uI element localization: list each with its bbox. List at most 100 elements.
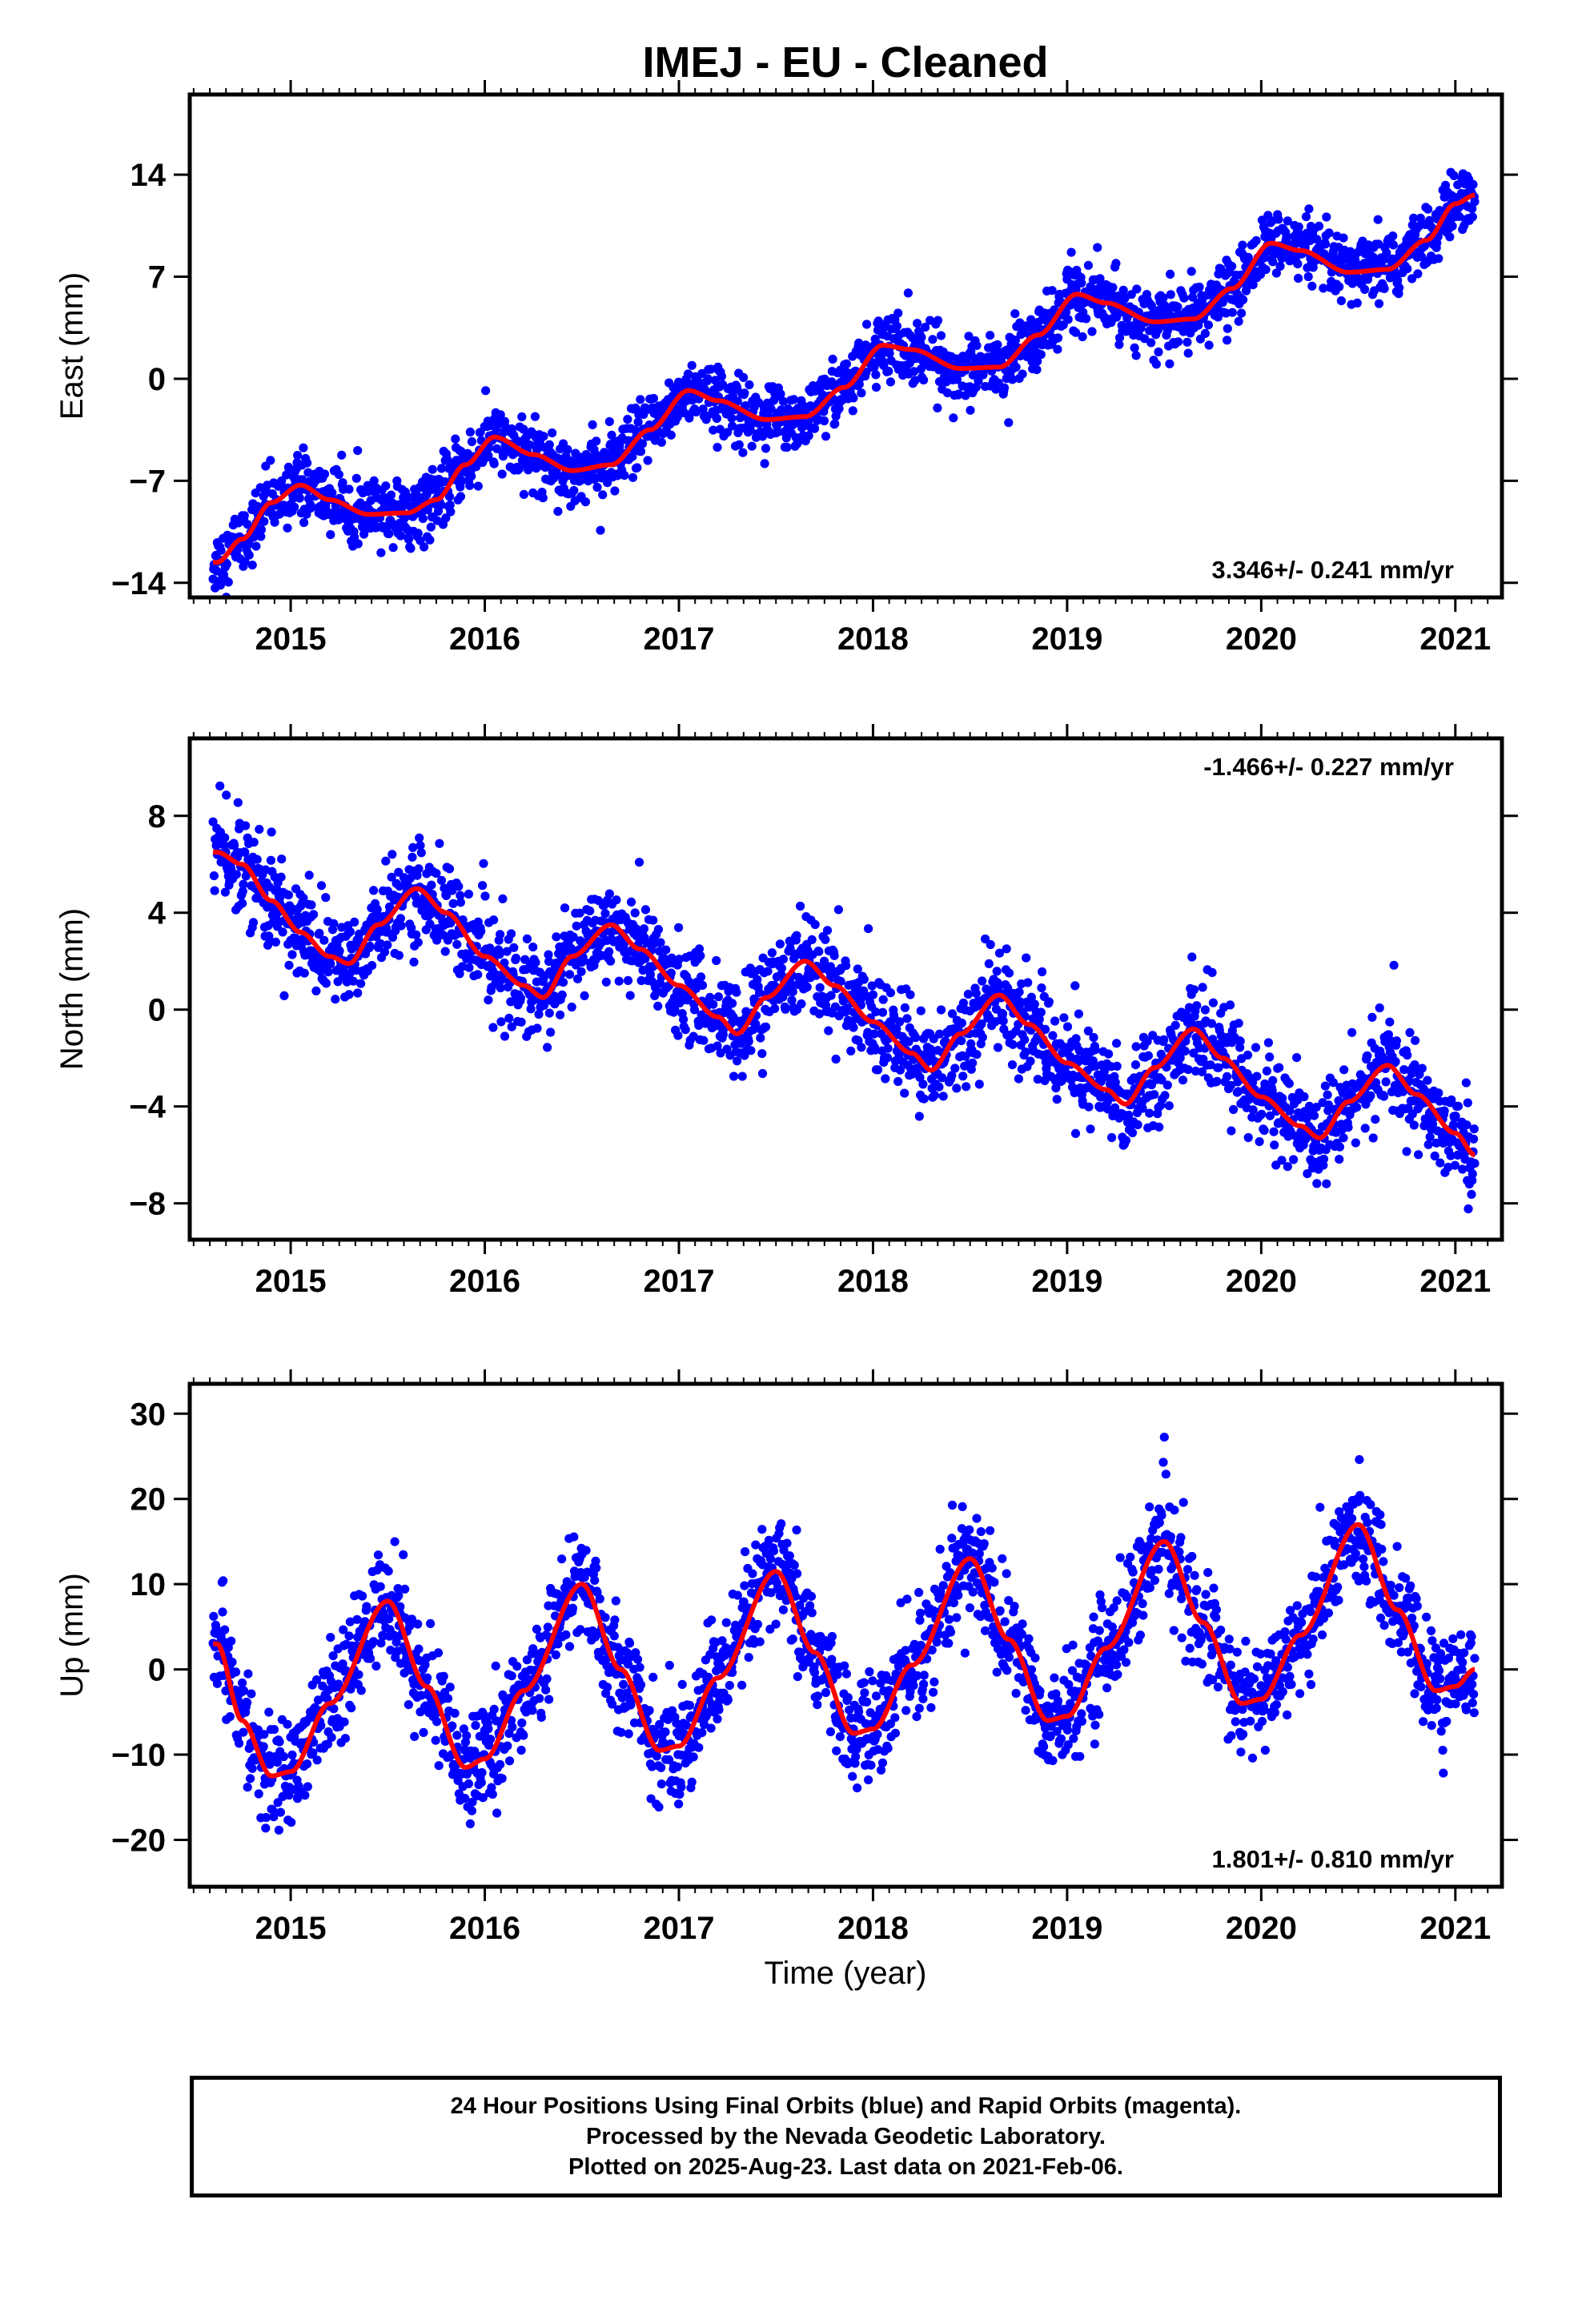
data-point bbox=[993, 340, 1002, 350]
data-point bbox=[476, 927, 486, 936]
data-point bbox=[648, 393, 659, 404]
data-point bbox=[345, 927, 355, 937]
data-point bbox=[246, 1774, 255, 1783]
data-point bbox=[862, 320, 872, 329]
data-point bbox=[643, 456, 652, 465]
data-point bbox=[1360, 1124, 1370, 1133]
data-point bbox=[623, 415, 632, 424]
data-point bbox=[331, 995, 340, 1004]
data-point bbox=[1200, 328, 1210, 338]
data-point bbox=[356, 979, 366, 988]
data-point bbox=[846, 1046, 856, 1055]
data-point bbox=[733, 396, 742, 406]
data-point bbox=[882, 1053, 893, 1063]
data-point bbox=[1439, 1106, 1449, 1116]
data-point bbox=[488, 1023, 498, 1032]
data-point bbox=[1131, 1042, 1141, 1051]
data-point bbox=[992, 967, 1002, 976]
data-point bbox=[1234, 1019, 1243, 1028]
data-point bbox=[796, 901, 805, 911]
data-point bbox=[809, 424, 820, 433]
data-point bbox=[1294, 222, 1303, 231]
data-point bbox=[299, 517, 309, 528]
data-point bbox=[792, 931, 801, 940]
data-point bbox=[754, 398, 764, 408]
data-point bbox=[283, 1719, 292, 1729]
data-point bbox=[408, 852, 417, 862]
data-point bbox=[968, 1058, 978, 1068]
data-point bbox=[1195, 282, 1204, 292]
data-point bbox=[580, 991, 589, 1000]
data-point bbox=[522, 934, 532, 943]
data-point bbox=[473, 481, 483, 491]
data-point bbox=[1259, 253, 1269, 263]
data-point bbox=[400, 487, 410, 497]
data-point bbox=[436, 875, 447, 885]
data-point bbox=[209, 871, 219, 881]
data-point bbox=[1352, 1103, 1362, 1112]
data-point bbox=[986, 939, 995, 950]
data-point bbox=[1393, 275, 1403, 285]
data-point bbox=[413, 529, 423, 538]
data-point bbox=[999, 383, 1010, 392]
data-point bbox=[821, 935, 830, 944]
data-point bbox=[444, 864, 455, 874]
data-point bbox=[829, 951, 839, 960]
data-point bbox=[1453, 180, 1463, 190]
data-point bbox=[656, 938, 665, 947]
data-point bbox=[244, 550, 254, 560]
data-point bbox=[1160, 1091, 1170, 1100]
data-point bbox=[625, 991, 635, 1000]
data-point bbox=[435, 838, 444, 848]
data-point bbox=[1339, 233, 1348, 243]
data-point bbox=[709, 999, 718, 1009]
data-point bbox=[1403, 1050, 1412, 1060]
data-point bbox=[218, 1607, 227, 1617]
y-tick-label: 7 bbox=[148, 260, 166, 296]
data-point bbox=[815, 383, 825, 392]
data-point bbox=[531, 958, 540, 967]
data-point bbox=[1037, 983, 1046, 993]
data-point bbox=[216, 545, 226, 555]
data-point bbox=[1360, 284, 1370, 294]
data-point bbox=[699, 1035, 709, 1045]
data-point bbox=[1283, 216, 1292, 226]
data-point bbox=[1417, 1063, 1427, 1073]
data-point bbox=[604, 416, 614, 427]
data-point bbox=[509, 943, 519, 952]
data-point bbox=[287, 1750, 297, 1760]
x-tick-label: 2021 bbox=[1419, 621, 1491, 657]
data-point bbox=[1389, 960, 1399, 970]
data-point bbox=[733, 1056, 742, 1066]
data-point bbox=[220, 1625, 230, 1634]
data-point bbox=[1434, 1088, 1443, 1098]
data-point bbox=[674, 923, 684, 932]
data-point bbox=[612, 895, 621, 905]
data-point bbox=[326, 530, 335, 540]
data-point bbox=[878, 995, 888, 1004]
data-point bbox=[1174, 337, 1183, 347]
data-point bbox=[1461, 1078, 1471, 1088]
plot-frame bbox=[187, 736, 1504, 1242]
data-point bbox=[225, 1712, 235, 1722]
data-point bbox=[1066, 247, 1076, 257]
data-point bbox=[215, 781, 225, 791]
data-point bbox=[763, 967, 773, 976]
data-point bbox=[394, 951, 404, 960]
data-point bbox=[815, 983, 825, 992]
data-point bbox=[934, 1082, 944, 1092]
data-point bbox=[1154, 1122, 1164, 1132]
data-point bbox=[1192, 1001, 1202, 1011]
data-point bbox=[828, 354, 837, 364]
data-point bbox=[607, 430, 616, 440]
x-tick-label: 2016 bbox=[449, 621, 520, 657]
data-point bbox=[1381, 1077, 1391, 1087]
observation-points bbox=[208, 1433, 1480, 1835]
data-point bbox=[1335, 1142, 1344, 1152]
data-point bbox=[266, 456, 275, 465]
data-point bbox=[481, 386, 491, 396]
data-point bbox=[303, 458, 312, 468]
data-point bbox=[1227, 1126, 1236, 1136]
y-axis-label: East (mm) bbox=[54, 272, 90, 420]
data-point bbox=[256, 532, 266, 541]
